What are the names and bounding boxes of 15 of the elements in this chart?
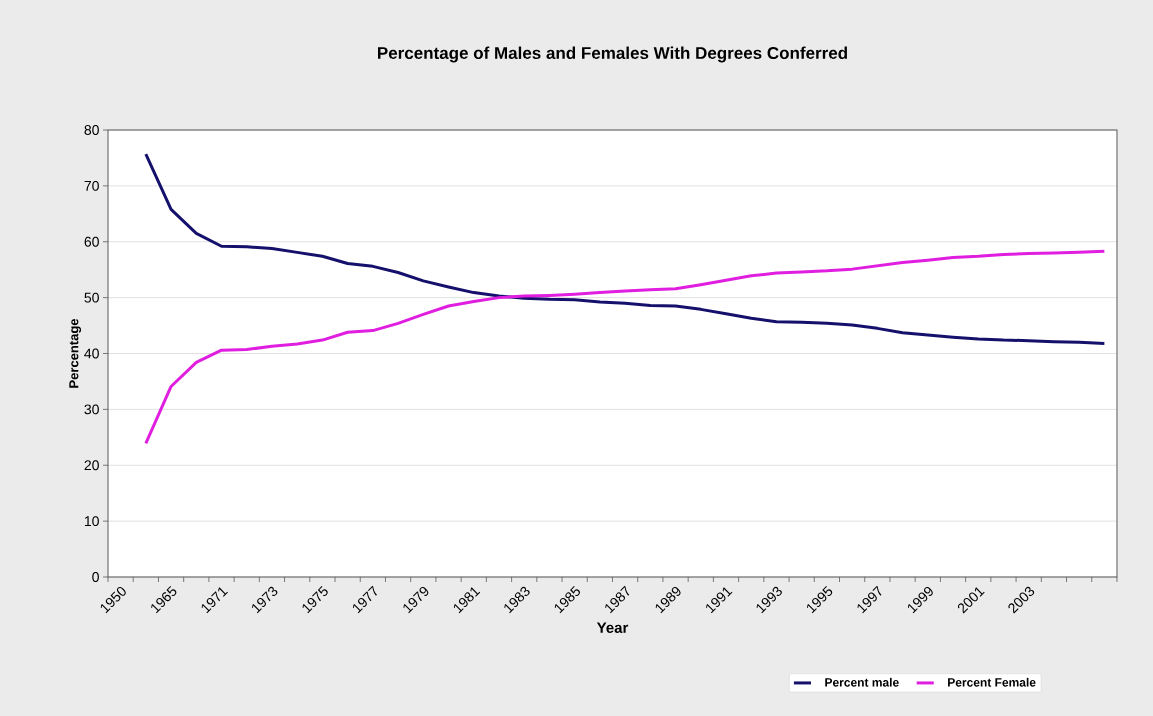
y-tick-label: 80 (84, 125, 99, 135)
y-tick-label: 30 (84, 404, 99, 415)
y-tick-label: 10 (84, 516, 99, 527)
legend-label: Percent Female (948, 677, 1036, 687)
y-tick-label: 70 (84, 180, 99, 191)
y-tick-label: 40 (84, 348, 99, 359)
y-tick-label: 50 (84, 292, 99, 303)
x-axis-title: Year (596, 622, 629, 633)
line-series (144, 152, 1106, 345)
y-tick-label: 60 (84, 236, 99, 247)
y-tick-label: 20 (84, 460, 99, 471)
y-tick-label: 0 (92, 572, 99, 582)
y-axis-title: Percentage (69, 318, 82, 388)
chart-title: Percentage of Males and Females With Degrees Conferred (378, 46, 847, 63)
legend-label: Percent male (825, 677, 899, 687)
